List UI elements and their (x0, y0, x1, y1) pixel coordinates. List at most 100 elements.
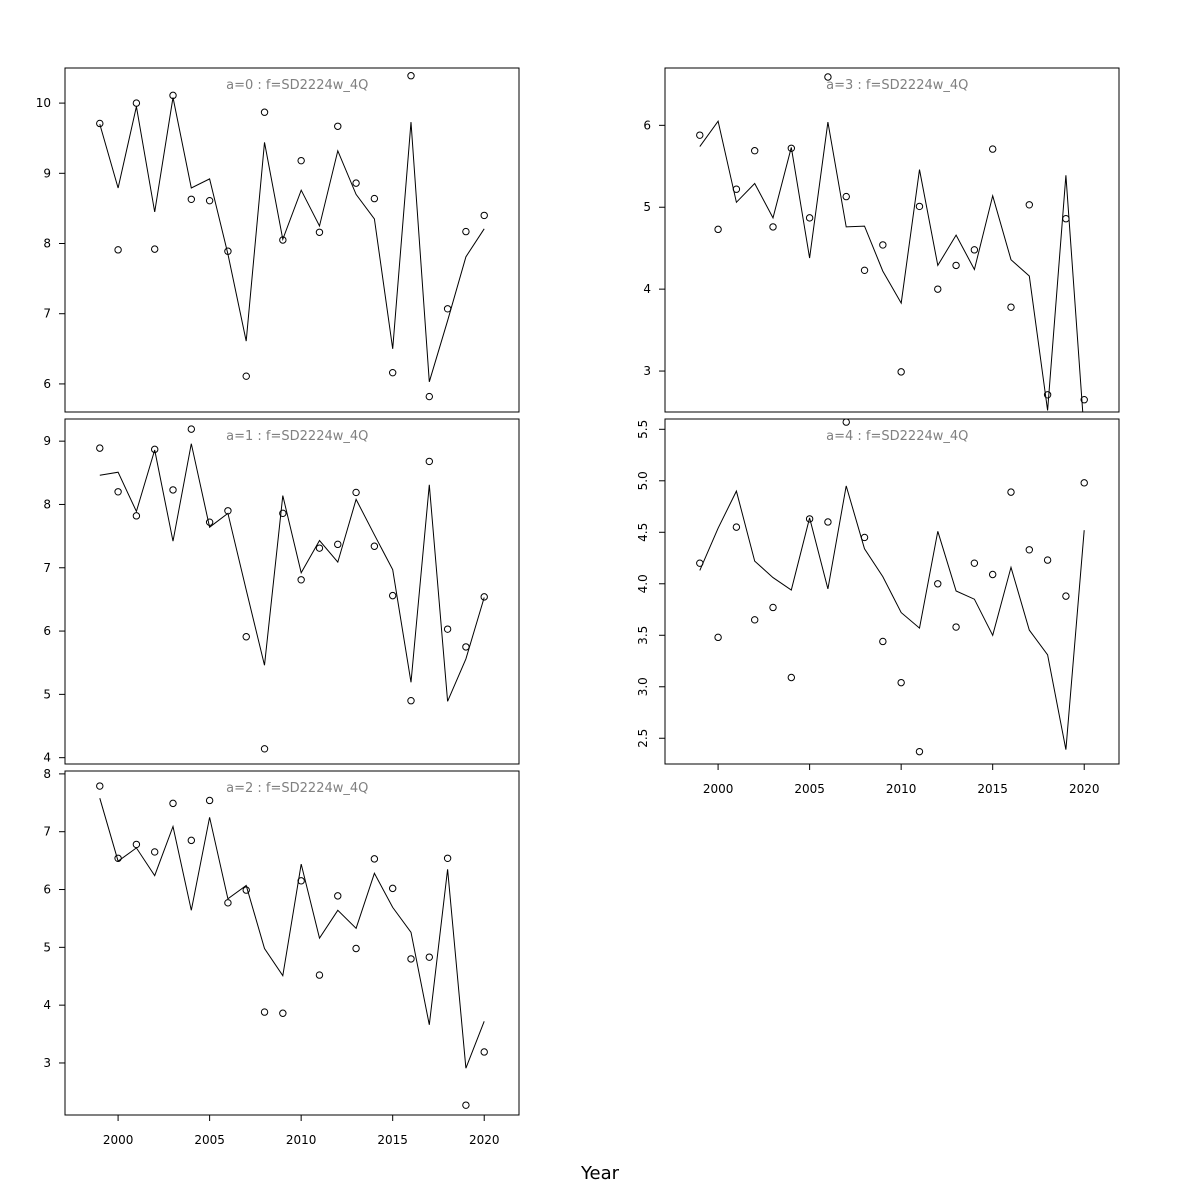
observed-point (315, 971, 324, 979)
observed-point (334, 122, 342, 130)
panel-title: a=4 : f=SD2224w_4Q (826, 429, 968, 444)
observed-point (443, 854, 452, 863)
observed-point (242, 372, 250, 380)
x-tick-label: 2005 (194, 1133, 225, 1147)
observed-point (696, 131, 704, 139)
observed-point (96, 782, 104, 790)
panel-title: a=3 : f=SD2224w_4Q (826, 78, 968, 93)
observed-point (388, 884, 397, 893)
x-tick-label: 2000 (703, 782, 734, 796)
x-tick-label: 2010 (886, 782, 917, 796)
observed-point (824, 518, 832, 526)
observed-point (425, 953, 433, 961)
observed-point (242, 633, 250, 641)
observed-point (297, 576, 305, 584)
observed-point (187, 425, 196, 433)
y-tick-label: 2.5 (636, 729, 650, 748)
x-tick-label: 2020 (1069, 782, 1100, 796)
observed-point (824, 73, 832, 81)
observed-point (952, 623, 960, 631)
panel-a4: a=4 : f=SD2224w_4Q 2.5 3.0 3.5 4.0 4.5 5.0 5.5 2… (636, 418, 1120, 796)
y-tick-label: 4 (43, 998, 51, 1012)
plot-area (96, 425, 488, 753)
observed-point (915, 202, 924, 211)
y-tick-label: 8 (43, 497, 51, 511)
observed-point (352, 944, 360, 953)
observed-point (1080, 479, 1088, 487)
observed-point (279, 1009, 287, 1017)
observed-point (370, 542, 379, 550)
fitted-line (699, 485, 1085, 750)
observed-point (279, 509, 287, 518)
observed-point (879, 637, 887, 646)
x-tick-label: 2015 (377, 1133, 408, 1147)
x-axis-label: Year (580, 1163, 620, 1184)
observed-point (205, 518, 214, 526)
x-tick-label: 2020 (469, 1133, 500, 1147)
observed-point (751, 616, 759, 624)
observed-point (480, 1048, 488, 1056)
observed-point (1007, 303, 1015, 311)
fitted-line (99, 443, 485, 702)
panel-a0: a=0 : f=SD2224w_4Q 6 7 8 9 10 (36, 67, 520, 413)
observed-point (769, 223, 777, 231)
observed-point (279, 236, 287, 244)
observed-point (1043, 556, 1052, 564)
observed-point (462, 1101, 470, 1109)
observed-point (169, 486, 177, 494)
observed-point (260, 1008, 269, 1016)
observed-point (934, 285, 942, 293)
observed-point (860, 266, 869, 275)
panel-title: a=2 : f=SD2224w_4Q (226, 781, 368, 796)
observed-point (1007, 488, 1015, 496)
observed-point (1062, 215, 1070, 223)
observed-point (970, 559, 979, 567)
observed-point (334, 892, 342, 900)
plot-area (696, 73, 1088, 412)
observed-point (260, 745, 269, 753)
y-tick-label: 7 (43, 561, 51, 575)
observed-point (842, 192, 850, 201)
plot-frame (64, 67, 520, 413)
observed-point (132, 512, 141, 520)
y-tick-label: 7 (43, 307, 51, 321)
observed-point (842, 419, 850, 426)
fitted-line (99, 798, 485, 1069)
y-tick-label: 6 (43, 624, 51, 638)
observed-point (260, 108, 269, 116)
observed-point (425, 392, 433, 401)
y-tick-label: 6 (43, 377, 51, 391)
y-tick-label: 6 (643, 118, 651, 132)
plot-frame (64, 770, 520, 1116)
observed-point (805, 214, 814, 222)
plot-area (96, 72, 488, 401)
y-tick-label: 3 (43, 1056, 51, 1070)
y-tick-label: 10 (36, 96, 51, 110)
observed-point (425, 457, 433, 466)
y-tick-label: 3.0 (636, 677, 650, 696)
observed-point (751, 147, 759, 155)
y-tick-label: 4 (643, 282, 651, 296)
panel-a3: a=3 : f=SD2224w_4Q 3 4 5 6 (643, 67, 1120, 413)
observed-point (388, 368, 397, 377)
observed-point (1025, 201, 1033, 209)
observed-point (334, 540, 342, 549)
x-tick-label: 2005 (794, 782, 825, 796)
observed-point (297, 156, 305, 165)
panel-title: a=0 : f=SD2224w_4Q (226, 78, 368, 93)
observed-point (352, 488, 360, 497)
plot-frame (64, 418, 520, 765)
observed-point (714, 633, 722, 642)
observed-point (1080, 396, 1088, 404)
y-tick-label: 3 (643, 364, 651, 378)
observed-point (370, 194, 379, 203)
observed-point (879, 241, 887, 249)
observed-point (480, 211, 488, 220)
panel-title: a=1 : f=SD2224w_4Q (226, 429, 368, 444)
fitted-line (699, 120, 1084, 412)
observed-point (151, 848, 159, 856)
x-tick-label: 2000 (103, 1133, 134, 1147)
observed-point (205, 796, 214, 805)
observed-point (787, 673, 796, 682)
